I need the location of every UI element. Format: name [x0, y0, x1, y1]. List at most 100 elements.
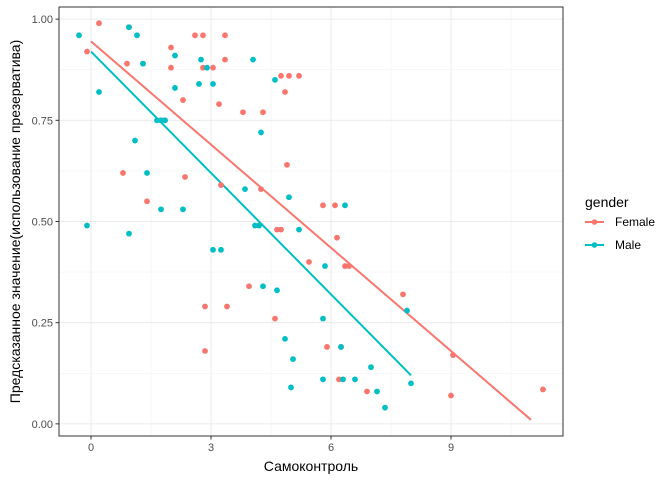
data-point-male — [320, 315, 326, 322]
data-point-male — [134, 32, 140, 39]
data-point-male — [180, 206, 186, 213]
data-point-male — [256, 222, 262, 229]
x-tick-label: 9 — [448, 442, 454, 454]
data-point-female — [334, 234, 340, 241]
y-tick-label: 0.75 — [32, 115, 53, 127]
data-point-female — [120, 170, 126, 176]
legend-key-point-female — [591, 219, 598, 225]
data-point-male — [158, 117, 164, 124]
data-point-female — [96, 20, 102, 27]
data-point-female — [284, 161, 290, 168]
data-point-female — [202, 303, 208, 310]
data-point-female — [278, 226, 284, 233]
data-point-male — [158, 206, 164, 213]
data-point-female — [222, 32, 228, 39]
data-point-female — [448, 392, 454, 399]
data-point-male — [204, 64, 210, 71]
data-point-male — [338, 344, 344, 350]
data-point-female — [346, 263, 352, 269]
data-point-female — [222, 56, 228, 63]
data-point-male — [272, 76, 278, 83]
data-point-female — [210, 64, 216, 71]
regression-lines — [90, 40, 532, 421]
data-point-male — [374, 388, 380, 395]
data-point-male — [96, 89, 102, 95]
data-point-male — [368, 364, 374, 371]
data-point-female — [202, 348, 208, 354]
legend-label-male: Male — [615, 238, 641, 252]
data-point-male — [288, 384, 294, 391]
data-point-male — [196, 80, 202, 87]
data-point-female — [168, 44, 174, 51]
data-point-female — [200, 64, 206, 71]
data-point-male — [76, 32, 82, 39]
data-point-male — [132, 137, 138, 144]
data-point-female — [274, 226, 280, 233]
data-point-female — [258, 186, 264, 193]
data-point-female — [168, 64, 174, 71]
y-tick-label: 0.00 — [32, 419, 53, 431]
data-point-female — [400, 291, 406, 298]
data-point-male — [296, 226, 302, 233]
data-point-female — [246, 283, 252, 290]
legend-key-point-male — [591, 242, 598, 248]
data-point-male — [140, 60, 146, 67]
data-point-female — [260, 109, 266, 116]
data-point-male — [290, 356, 296, 363]
data-point-male — [408, 380, 414, 387]
data-point-male — [126, 230, 132, 237]
data-point-female — [450, 352, 456, 358]
data-point-female — [320, 202, 326, 209]
legend-entry-male: Male — [585, 238, 641, 252]
data-point-female — [144, 198, 150, 205]
data-point-male — [162, 117, 168, 124]
data-point-female — [332, 202, 338, 209]
data-point-male — [198, 56, 204, 63]
y-tick-label: 0.25 — [32, 318, 53, 330]
y-axis-title: Предсказанное значение(использование пре… — [7, 40, 23, 403]
data-point-female — [224, 303, 230, 310]
data-point-female — [124, 60, 130, 67]
data-point-male — [274, 287, 280, 294]
legend-label-female: Female — [615, 215, 655, 229]
data-point-male — [404, 307, 410, 314]
data-point-female — [336, 376, 342, 383]
data-point-female — [324, 344, 330, 350]
data-point-male — [84, 222, 90, 229]
legend-title: gender — [585, 194, 629, 210]
data-point-male — [260, 283, 266, 290]
data-point-female — [218, 182, 224, 188]
data-point-male — [258, 129, 264, 136]
y-tick-label: 0.50 — [32, 217, 53, 229]
data-point-female — [272, 315, 278, 322]
x-tick-label: 3 — [208, 442, 214, 454]
grid-lines — [59, 7, 563, 436]
x-tick-label: 6 — [328, 442, 334, 454]
data-point-female — [200, 32, 206, 39]
data-point-female — [84, 48, 90, 55]
data-point-male — [172, 52, 178, 59]
data-point-female — [182, 174, 188, 180]
x-tick-label: 0 — [88, 442, 94, 454]
data-point-female — [192, 32, 198, 39]
fit-line-female — [90, 40, 532, 421]
data-point-male — [320, 376, 326, 383]
data-point-male — [154, 117, 160, 124]
data-point-female — [540, 386, 546, 393]
data-point-male — [322, 263, 328, 269]
data-point-male — [144, 170, 150, 176]
data-point-male — [250, 56, 256, 63]
data-point-female — [282, 89, 288, 95]
data-point-male — [340, 376, 346, 383]
data-point-male — [210, 80, 216, 87]
axes: 0 3 6 9 0.00 0.25 0.50 0.75 1.00 — [32, 14, 454, 454]
data-point-female — [306, 259, 312, 265]
data-point-male — [382, 404, 388, 411]
data-point-female — [286, 72, 292, 79]
data-point-male — [352, 376, 358, 383]
data-point-female — [278, 72, 284, 79]
data-point-male — [242, 186, 248, 193]
data-point-male — [126, 24, 132, 31]
data-point-female — [364, 388, 370, 395]
